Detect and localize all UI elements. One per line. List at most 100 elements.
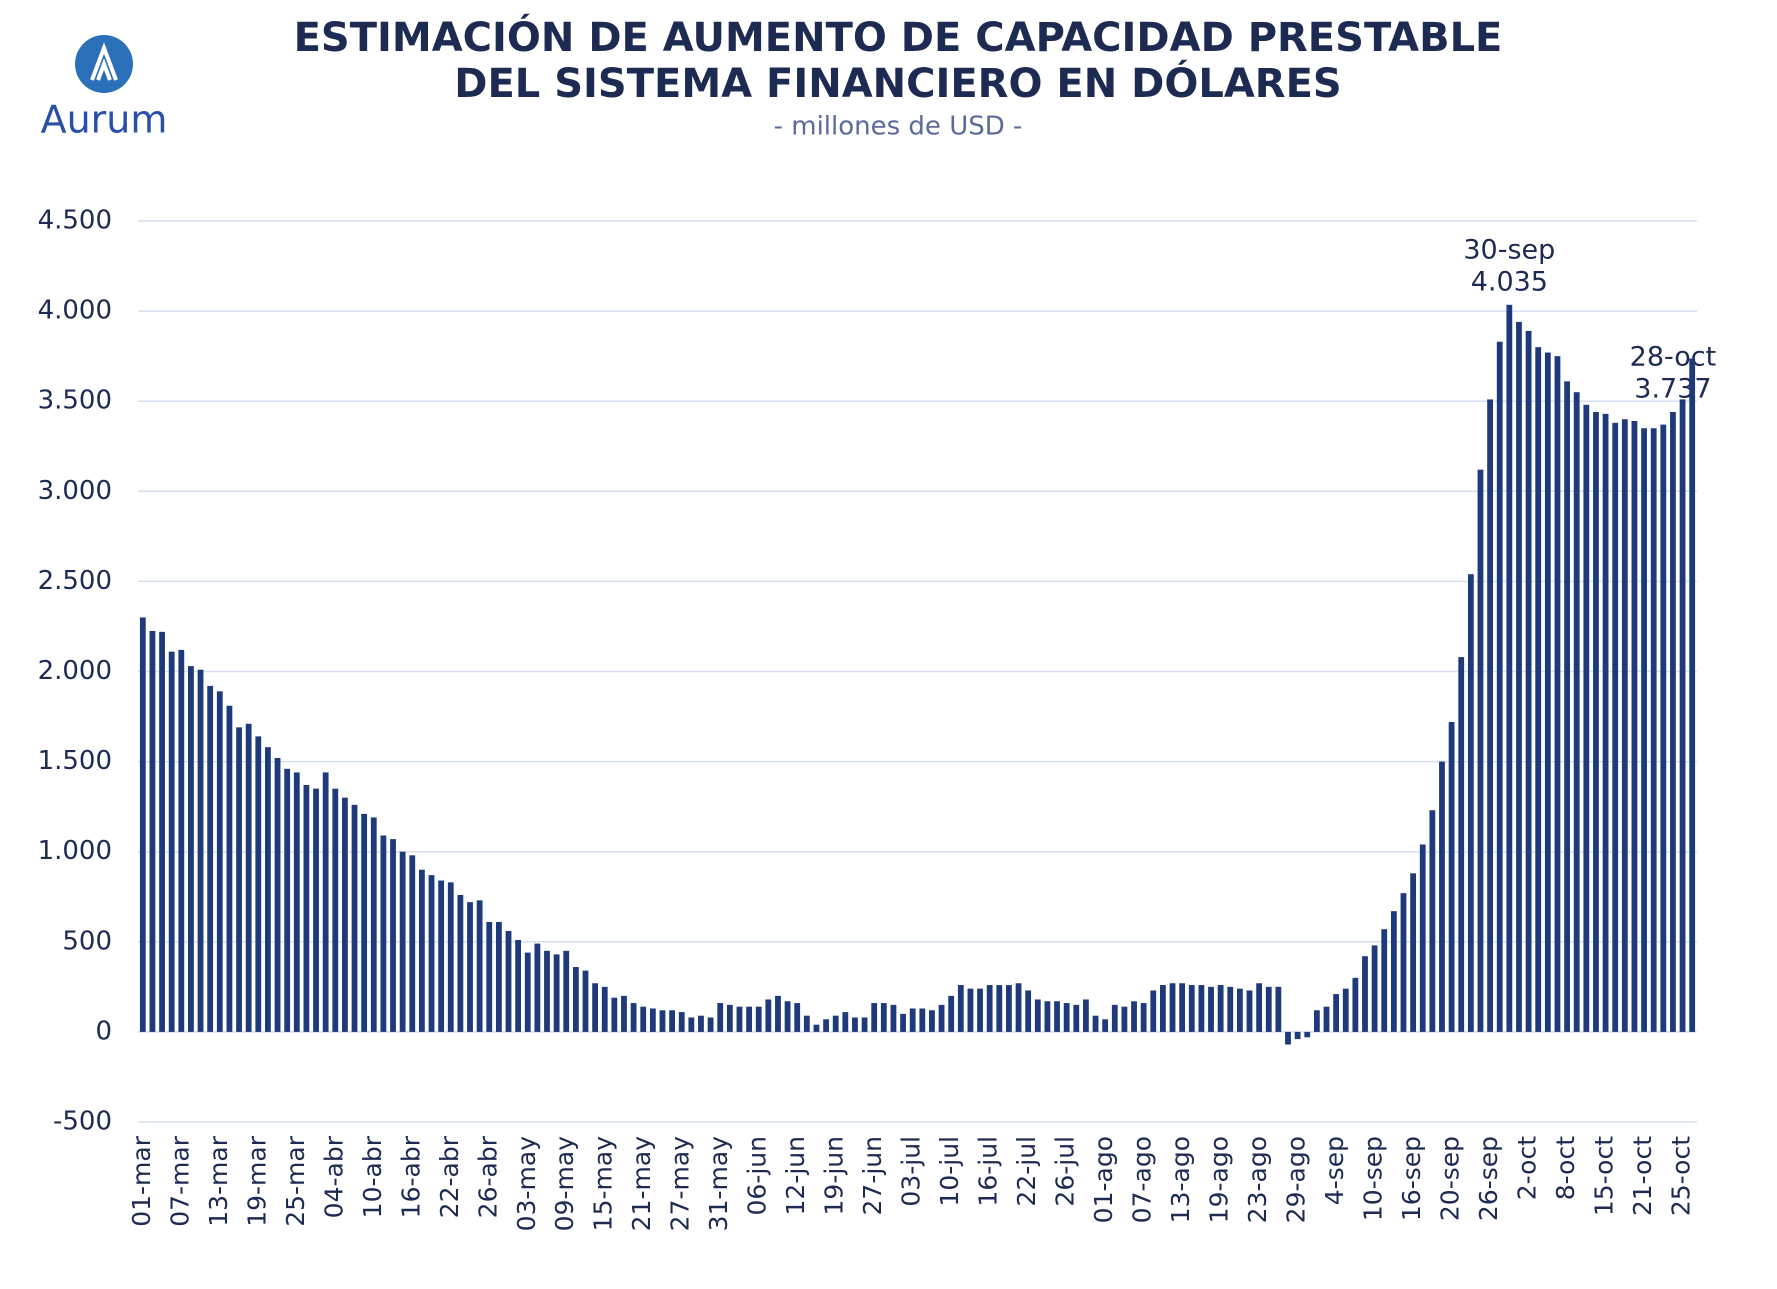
bar xyxy=(284,768,291,1032)
bar xyxy=(1227,986,1234,1032)
bar xyxy=(813,1024,820,1032)
bar xyxy=(823,1019,829,1032)
x-tick-label: 19-ago xyxy=(1205,1136,1234,1223)
bar xyxy=(1246,990,1253,1032)
x-tick-label: 03-may xyxy=(512,1136,541,1232)
y-tick-label: 4.000 xyxy=(38,296,112,326)
bar xyxy=(1217,985,1224,1032)
bar xyxy=(1083,999,1089,1032)
bar xyxy=(255,736,262,1032)
bar xyxy=(226,705,233,1032)
bar xyxy=(1448,721,1455,1032)
bar xyxy=(592,983,599,1032)
logo: Aurum xyxy=(41,35,168,142)
bar xyxy=(582,970,589,1032)
bar xyxy=(1621,419,1628,1032)
bar xyxy=(476,900,483,1032)
bar xyxy=(1573,392,1580,1032)
bar xyxy=(572,967,579,1032)
value-label: 3.737 xyxy=(1634,374,1711,405)
x-tick-label: 25-oct xyxy=(1667,1136,1696,1216)
bar xyxy=(1631,421,1638,1032)
bar xyxy=(332,788,339,1032)
bar xyxy=(659,1010,666,1032)
bar xyxy=(1054,1001,1060,1032)
bar xyxy=(1006,985,1012,1032)
bar xyxy=(1679,399,1686,1032)
bar xyxy=(265,747,271,1032)
bar xyxy=(890,1004,897,1032)
x-tick-label: 23-ago xyxy=(1243,1136,1272,1223)
bar xyxy=(1602,413,1609,1032)
bar xyxy=(1198,985,1205,1032)
bar xyxy=(390,839,396,1032)
annotation: 28-oct xyxy=(1630,342,1717,373)
bar xyxy=(1410,873,1417,1032)
bar xyxy=(216,691,223,1032)
bar xyxy=(1025,990,1032,1032)
x-tick-label: 13-ago xyxy=(1166,1136,1195,1223)
bar xyxy=(861,1017,868,1032)
bar xyxy=(380,835,387,1032)
x-tick-label: 26-jul xyxy=(1051,1136,1080,1207)
bar xyxy=(1188,985,1195,1032)
bar xyxy=(1333,994,1340,1032)
bar xyxy=(736,1006,743,1032)
bar xyxy=(784,1001,791,1032)
x-tick-label: 10-abr xyxy=(358,1135,387,1218)
bar xyxy=(755,1006,762,1032)
bar xyxy=(948,995,955,1032)
bar xyxy=(370,817,377,1032)
bar xyxy=(1487,399,1493,1032)
bar xyxy=(1073,1004,1080,1032)
y-tick-label: 3.500 xyxy=(38,386,112,416)
bar xyxy=(1313,1010,1320,1032)
bar xyxy=(1169,983,1176,1032)
y-tick-label: 2.000 xyxy=(38,656,112,686)
bar xyxy=(467,902,473,1032)
bar xyxy=(977,988,983,1032)
bar xyxy=(197,669,204,1032)
x-tick-label: 01-ago xyxy=(1089,1136,1118,1223)
bar xyxy=(1564,381,1570,1032)
bar xyxy=(1236,988,1243,1032)
x-tick-label: 20-sep xyxy=(1436,1136,1465,1221)
x-tick-label: 4-sep xyxy=(1320,1136,1349,1205)
bar xyxy=(1044,1001,1051,1032)
x-tick-label: 07-mar xyxy=(165,1135,194,1227)
x-tick-label: 03-jul xyxy=(897,1136,926,1207)
x-tick-label: 10-jul xyxy=(935,1136,964,1207)
bar xyxy=(1390,911,1397,1032)
bar xyxy=(1294,1031,1301,1040)
bar xyxy=(447,882,454,1032)
chart-title: DEL SISTEMA FINANCIERO EN DÓLARES xyxy=(454,59,1341,107)
bar xyxy=(245,723,252,1032)
bar xyxy=(1352,977,1359,1032)
bar xyxy=(524,952,531,1032)
brand: Aurum xyxy=(41,98,168,142)
x-tick-label: 27-jun xyxy=(858,1136,887,1215)
bar xyxy=(601,986,608,1032)
bar xyxy=(630,1003,637,1032)
bar xyxy=(1429,810,1436,1032)
x-tick-label: 22-abr xyxy=(435,1135,464,1218)
bar xyxy=(515,939,522,1032)
bar xyxy=(986,985,993,1032)
bar xyxy=(1554,356,1561,1032)
bar xyxy=(1612,422,1619,1032)
bar xyxy=(1362,956,1368,1032)
bar xyxy=(236,727,242,1032)
bar xyxy=(1660,424,1667,1032)
bar xyxy=(794,1003,801,1032)
bar xyxy=(495,921,502,1032)
bar xyxy=(1544,352,1551,1032)
bar xyxy=(1265,986,1272,1032)
x-tick-label: 16-abr xyxy=(396,1135,425,1218)
bar xyxy=(1150,990,1157,1032)
x-tick-label: 10-sep xyxy=(1359,1136,1388,1221)
y-tick-label: 1.000 xyxy=(38,836,112,866)
bar xyxy=(967,988,974,1032)
bar xyxy=(563,950,570,1032)
x-tick-label: 01-mar xyxy=(127,1135,156,1227)
bar xyxy=(669,1010,676,1032)
